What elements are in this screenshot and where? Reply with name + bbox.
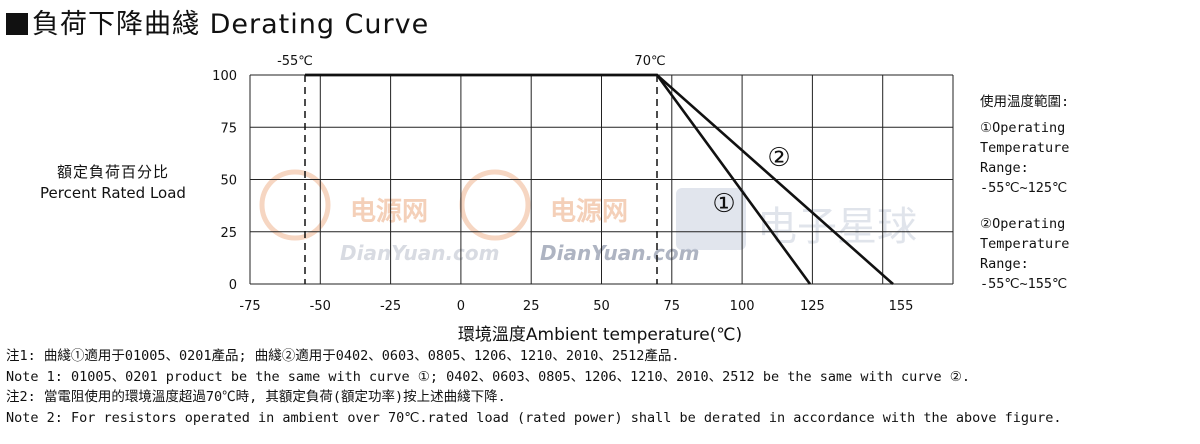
operating-temperature-info: 使用温度範圍: ①Operating Temperature Range: -5… (980, 92, 1195, 294)
watermark-brand2-cn: 电子星球 (757, 204, 917, 250)
watermark-logo-icon (259, 169, 331, 241)
y-tick-label: 0 (229, 278, 237, 293)
y-axis-label-cn: 額定負荷百分比 (56, 163, 169, 181)
y-tick-label: 50 (220, 174, 237, 189)
info-heading: 使用温度範圍: (980, 94, 1070, 110)
y-tick-label: 25 (220, 226, 237, 241)
op1-line: ①Operating (980, 120, 1066, 136)
title-text: 負荷下降曲綫 Derating Curve (32, 9, 430, 40)
y-axis-label: 額定負荷百分比 Percent Rated Load (18, 162, 208, 204)
chart-labels: 0 25 50 75 100 -75 -50 -25 0 25 50 75 100 125 155 環境溫度A… (212, 54, 913, 345)
temperature-annotation: 70℃ (634, 54, 665, 69)
watermark-brand-cn: 电源网 (550, 197, 628, 227)
square-bullet-icon (6, 13, 28, 35)
watermark-brand-en: DianYuan.com (540, 241, 699, 265)
chart-series (305, 73, 894, 285)
x-tick-label: -50 (310, 299, 331, 314)
note-line: Note 1: 01005、0201 product be the same w… (6, 368, 970, 385)
op1-range: -55℃~125℃ (980, 180, 1068, 196)
op1-line: Temperature (980, 140, 1070, 156)
note-line: 注1: 曲綫①適用于01005、0201產品; 曲綫②適用于0402、0603、… (6, 348, 680, 364)
op1-line: Range: (980, 160, 1029, 176)
op2-line: Temperature (980, 236, 1070, 252)
curve-2-label: ② (767, 143, 790, 173)
x-tick-label: 155 (889, 299, 914, 314)
derating-curve-2 (305, 73, 894, 285)
x-tick-label: 0 (457, 299, 465, 314)
dashed-lines (304, 75, 658, 284)
op2-line: Range: (980, 256, 1029, 272)
notes: 注1: 曲綫①適用于01005、0201產品; 曲綫②適用于0402、0603、… (6, 346, 1196, 428)
watermark-planet-icon (676, 188, 746, 250)
page-title: 負荷下降曲綫 Derating Curve (6, 2, 429, 41)
temperature-annotation: -55℃ (277, 54, 313, 69)
watermark: 电源网 DianYuan.com 电源网 DianYuan.com 电子星球 (259, 169, 917, 265)
curve-1-label: ① (712, 189, 735, 219)
x-tick-label: -25 (380, 299, 401, 314)
x-tick-label: 125 (800, 299, 825, 314)
watermark-brand-cn: 电源网 (350, 197, 428, 227)
note-line: Note 2: For resistors operated in ambien… (6, 409, 1062, 426)
y-axis-label-en: Percent Rated Load (40, 184, 186, 202)
op1-block: ①Operating Temperature Range: -55℃~125℃ (980, 118, 1195, 198)
watermark-brand-en: DianYuan.com (340, 241, 499, 265)
y-tick-label: 75 (220, 121, 237, 136)
x-tick-label: 50 (593, 299, 610, 314)
x-tick-label: 75 (664, 299, 681, 314)
op2-line: ②Operating (980, 216, 1066, 232)
x-tick-label: 25 (523, 299, 540, 314)
x-tick-label: -75 (239, 299, 260, 314)
x-axis-label: 環境溫度Ambient temperature(℃) (458, 325, 742, 345)
note-line: 注2: 當電阻使用的環境溫度超過70℃時, 其額定負荷(額定功率)按上述曲綫下降… (6, 389, 506, 405)
op2-range: -55℃~155℃ (980, 276, 1068, 292)
y-tick-label: 100 (212, 69, 237, 84)
x-tick-label: 100 (730, 299, 755, 314)
watermark-logo-icon (459, 169, 531, 241)
op2-block: ②Operating Temperature Range: -55℃~155℃ (980, 214, 1195, 294)
